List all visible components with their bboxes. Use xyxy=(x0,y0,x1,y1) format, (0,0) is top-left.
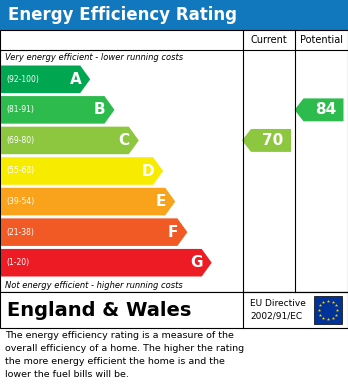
Text: (55-68): (55-68) xyxy=(6,167,34,176)
Text: F: F xyxy=(168,225,179,240)
Text: D: D xyxy=(142,163,154,179)
Text: C: C xyxy=(119,133,130,148)
Polygon shape xyxy=(1,66,90,93)
Bar xyxy=(0,30,348,292)
Text: (69-80): (69-80) xyxy=(6,136,34,145)
Polygon shape xyxy=(1,157,163,185)
Text: Current: Current xyxy=(251,35,287,45)
Text: A: A xyxy=(70,72,81,87)
Polygon shape xyxy=(1,218,187,246)
Polygon shape xyxy=(1,188,175,215)
Text: (39-54): (39-54) xyxy=(6,197,34,206)
Polygon shape xyxy=(1,127,139,154)
Text: (21-38): (21-38) xyxy=(6,228,34,237)
Text: Energy Efficiency Rating: Energy Efficiency Rating xyxy=(8,6,237,24)
Text: Not energy efficient - higher running costs: Not energy efficient - higher running co… xyxy=(5,280,183,289)
Text: E: E xyxy=(156,194,166,209)
Polygon shape xyxy=(294,99,343,121)
Text: B: B xyxy=(94,102,105,117)
Text: (92-100): (92-100) xyxy=(6,75,39,84)
Polygon shape xyxy=(1,96,114,124)
Text: (81-91): (81-91) xyxy=(6,105,34,114)
Polygon shape xyxy=(242,129,291,152)
Text: 70: 70 xyxy=(262,133,284,148)
Text: The energy efficiency rating is a measure of the
overall efficiency of a home. T: The energy efficiency rating is a measur… xyxy=(5,331,244,378)
Bar xyxy=(314,296,342,324)
Text: England & Wales: England & Wales xyxy=(7,301,191,319)
Text: Potential: Potential xyxy=(300,35,343,45)
Bar xyxy=(0,0,348,30)
Polygon shape xyxy=(1,249,212,276)
Text: (1-20): (1-20) xyxy=(6,258,29,267)
Bar xyxy=(0,292,348,328)
Text: Very energy efficient - lower running costs: Very energy efficient - lower running co… xyxy=(5,52,183,61)
Text: 84: 84 xyxy=(315,102,336,117)
Text: G: G xyxy=(190,255,203,270)
Text: EU Directive
2002/91/EC: EU Directive 2002/91/EC xyxy=(250,299,306,321)
